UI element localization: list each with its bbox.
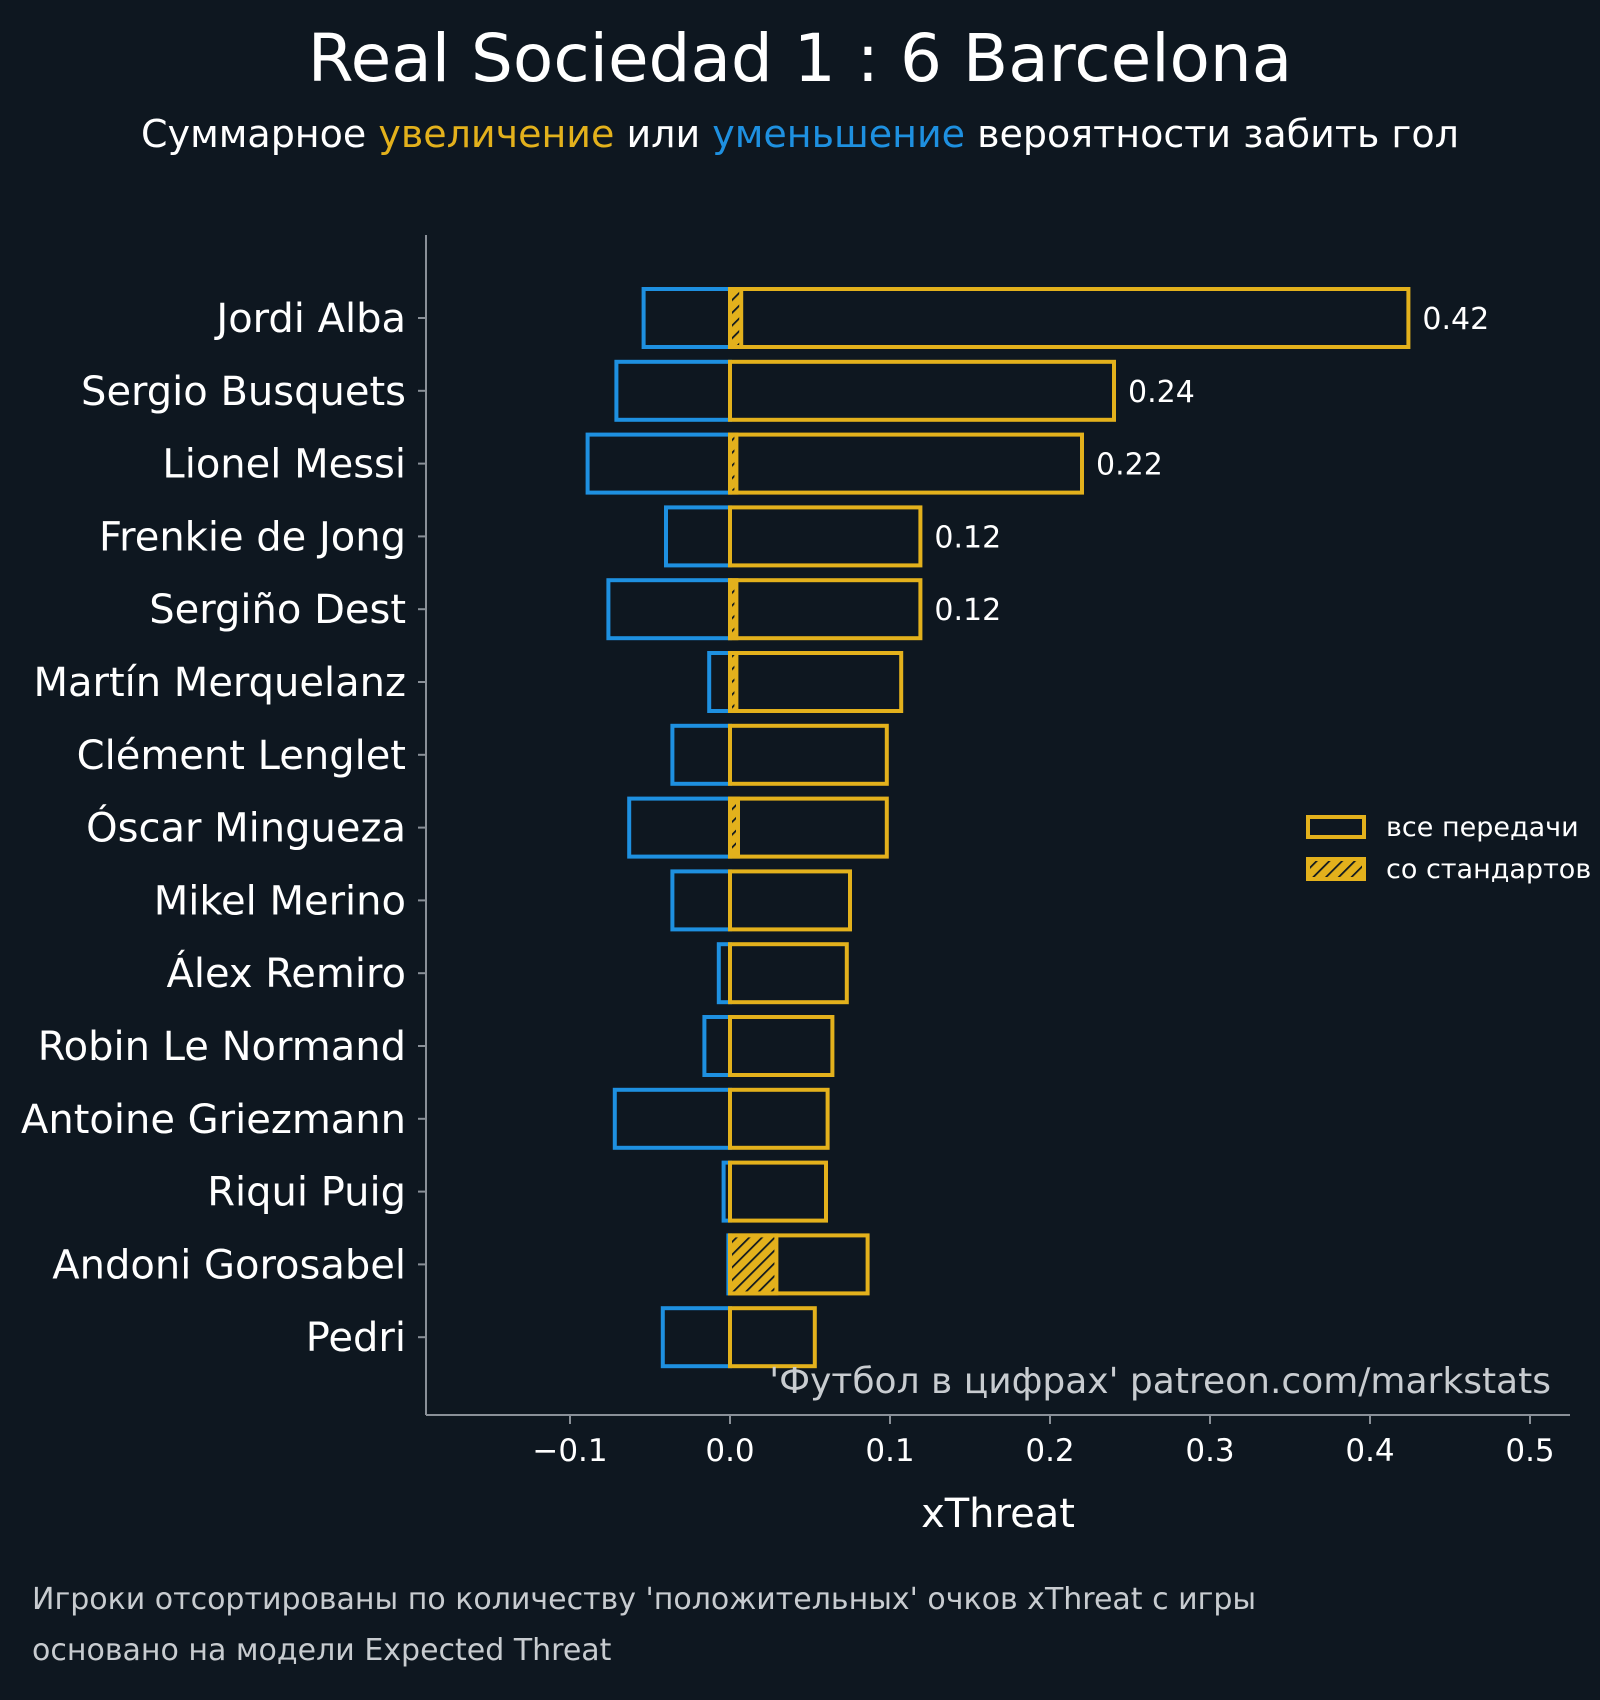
y-tick-label: Álex Remiro: [167, 949, 407, 997]
negative-bar: [606, 578, 733, 641]
value-label: 0.22: [1096, 448, 1163, 483]
positive-bar: [728, 505, 923, 568]
negative-bar: [614, 359, 733, 422]
value-label: 0.42: [1422, 302, 1489, 337]
set-piece-bar: [728, 1233, 779, 1296]
positive-bar: [728, 723, 889, 786]
negative-bar: [585, 432, 732, 495]
set-piece-bar: [728, 651, 739, 713]
subtitle-positive-word: увеличение: [378, 112, 615, 156]
y-tick-label: Pedri: [306, 1315, 406, 1361]
negative-bar: [670, 869, 733, 932]
y-tick-label: Lionel Messi: [162, 442, 406, 488]
positive-bar: [728, 942, 849, 1005]
x-tick-label: 0.3: [1185, 1433, 1234, 1469]
positive-bar: [728, 359, 1116, 422]
y-tick-label: Martín Merquelanz: [33, 660, 406, 706]
x-tick-label: 0.0: [705, 1433, 754, 1469]
negative-bar: [664, 505, 732, 568]
set-piece-bar: [728, 796, 740, 859]
footnote-sorting: Игроки отсортированы по количеству 'поло…: [32, 1582, 1257, 1617]
chart-subtitle: Суммарное увеличение или уменьшение веро…: [0, 112, 1600, 156]
positive-bar: [728, 1160, 828, 1223]
y-tick-label: Sergiño Dest: [149, 587, 406, 633]
x-tick-label: −0.1: [532, 1433, 607, 1469]
positive-bar: [728, 578, 923, 641]
legend-swatch-hatched: [1306, 857, 1366, 881]
y-tick-label: Jordi Alba: [213, 296, 406, 342]
negative-bar: [612, 1087, 732, 1150]
x-axis-label: xThreat: [921, 1491, 1075, 1537]
value-label: 0.24: [1128, 375, 1195, 410]
positive-bar: [728, 1087, 830, 1150]
negative-bar: [707, 651, 733, 713]
chart-title: Real Sociedad 1 : 6 Barcelona: [307, 20, 1293, 97]
legend-swatch-outline: [1306, 815, 1366, 839]
subtitle-suffix: вероятности забить гол: [965, 112, 1459, 156]
positive-bar: [728, 1015, 835, 1077]
subtitle-negative-word: уменьшение: [712, 112, 966, 156]
positive-bar: [728, 1306, 817, 1369]
negative-bar: [702, 1015, 733, 1077]
y-tick-label: Antoine Griezmann: [21, 1097, 406, 1143]
x-tick-label: 0.1: [865, 1433, 914, 1469]
footnote-model: основано на модели Expected Threat: [32, 1633, 612, 1668]
positive-bar: [728, 432, 1084, 495]
set-piece-bar: [728, 432, 739, 495]
set-piece-bar: [728, 287, 744, 349]
value-label: 0.12: [934, 593, 1001, 628]
legend-label: все передачи: [1386, 812, 1579, 843]
positive-bar: [728, 869, 852, 932]
negative-bar: [670, 723, 733, 786]
negative-bar: [641, 287, 732, 349]
y-tick-label: Andoni Gorosabel: [52, 1242, 406, 1288]
legend-label: со стандартов: [1386, 854, 1591, 885]
subtitle-middle: или: [614, 112, 713, 156]
positive-bar: [728, 651, 904, 713]
negative-bar: [660, 1306, 732, 1369]
y-tick-label: Frenkie de Jong: [99, 514, 406, 560]
positive-bar: [728, 287, 1411, 349]
y-tick-label: Clément Lenglet: [77, 733, 406, 779]
x-tick-label: 0.4: [1345, 1433, 1394, 1469]
y-tick-label: Sergio Busquets: [81, 369, 406, 415]
value-label: 0.12: [934, 520, 1001, 555]
x-tick-label: 0.5: [1505, 1433, 1554, 1469]
negative-bar: [627, 796, 733, 859]
set-piece-bar: [728, 578, 739, 641]
y-tick-label: Mikel Merino: [154, 878, 406, 924]
positive-bar: [728, 796, 889, 859]
subtitle-prefix: Суммарное: [141, 112, 379, 156]
watermark: 'Футбол в цифрах' patreon.com/markstats: [769, 1361, 1551, 1402]
y-tick-label: Riqui Puig: [207, 1170, 406, 1216]
y-tick-label: Óscar Mingueza: [86, 804, 406, 852]
y-tick-label: Robin Le Normand: [38, 1024, 406, 1070]
x-tick-label: 0.2: [1025, 1433, 1074, 1469]
